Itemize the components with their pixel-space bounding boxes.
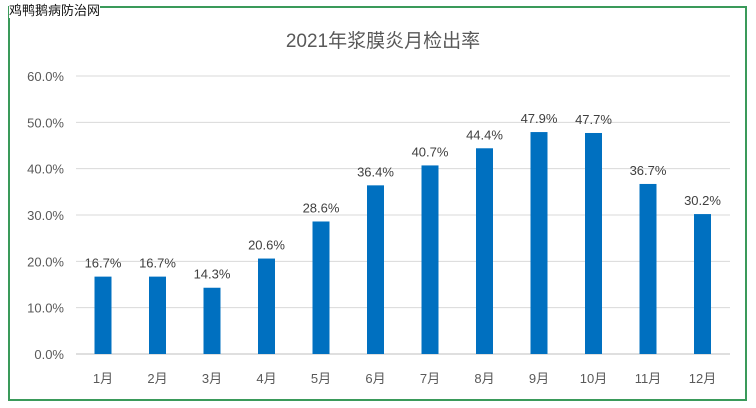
x-tick-label: 9月 (529, 371, 549, 386)
y-tick-label: 40.0% (27, 162, 64, 177)
x-tick-label: 7月 (420, 371, 440, 386)
x-tick-label: 10月 (580, 371, 607, 386)
y-tick-label: 30.0% (27, 208, 64, 223)
y-tick-label: 0.0% (34, 347, 64, 362)
data-label: 47.9% (521, 111, 558, 126)
bar (421, 165, 439, 354)
x-tick-label: 5月 (311, 371, 331, 386)
bar (476, 148, 493, 354)
bar (585, 132, 602, 354)
data-label: 20.6% (248, 238, 285, 253)
bar (694, 214, 711, 354)
data-label: 47.7% (575, 112, 612, 127)
x-tick-label: 12月 (689, 371, 716, 386)
data-label: 16.7% (85, 256, 122, 271)
data-label: 36.7% (630, 163, 667, 178)
x-tick-label: 3月 (202, 371, 222, 386)
x-tick-label: 2月 (147, 371, 167, 386)
bar (639, 183, 657, 354)
data-label: 30.2% (684, 193, 721, 208)
chart-border (8, 6, 747, 401)
y-tick-label: 20.0% (27, 254, 64, 269)
x-tick-label: 8月 (474, 371, 494, 386)
bar (149, 276, 166, 354)
bar (530, 132, 548, 354)
watermark: 鸡鸭鹅病防治网 (9, 3, 101, 18)
y-tick-label: 10.0% (27, 301, 64, 316)
x-tick-label: 4月 (256, 371, 276, 386)
data-label: 44.4% (466, 127, 503, 142)
bar (94, 276, 112, 354)
y-tick-label: 60.0% (27, 69, 64, 84)
data-label: 40.7% (412, 144, 449, 159)
data-label: 36.4% (357, 164, 394, 179)
bar (203, 287, 221, 354)
x-tick-label: 6月 (365, 371, 385, 386)
bar (312, 221, 330, 354)
data-label: 16.7% (139, 256, 176, 271)
x-tick-label: 11月 (635, 371, 662, 386)
x-tick-label: 1月 (93, 371, 113, 386)
bar (258, 258, 275, 354)
data-label: 14.3% (194, 267, 231, 282)
y-tick-label: 50.0% (27, 115, 64, 130)
bar (367, 185, 384, 354)
chart-title: 2021年浆膜炎月检出率 (286, 30, 480, 52)
data-label: 28.6% (303, 200, 340, 215)
